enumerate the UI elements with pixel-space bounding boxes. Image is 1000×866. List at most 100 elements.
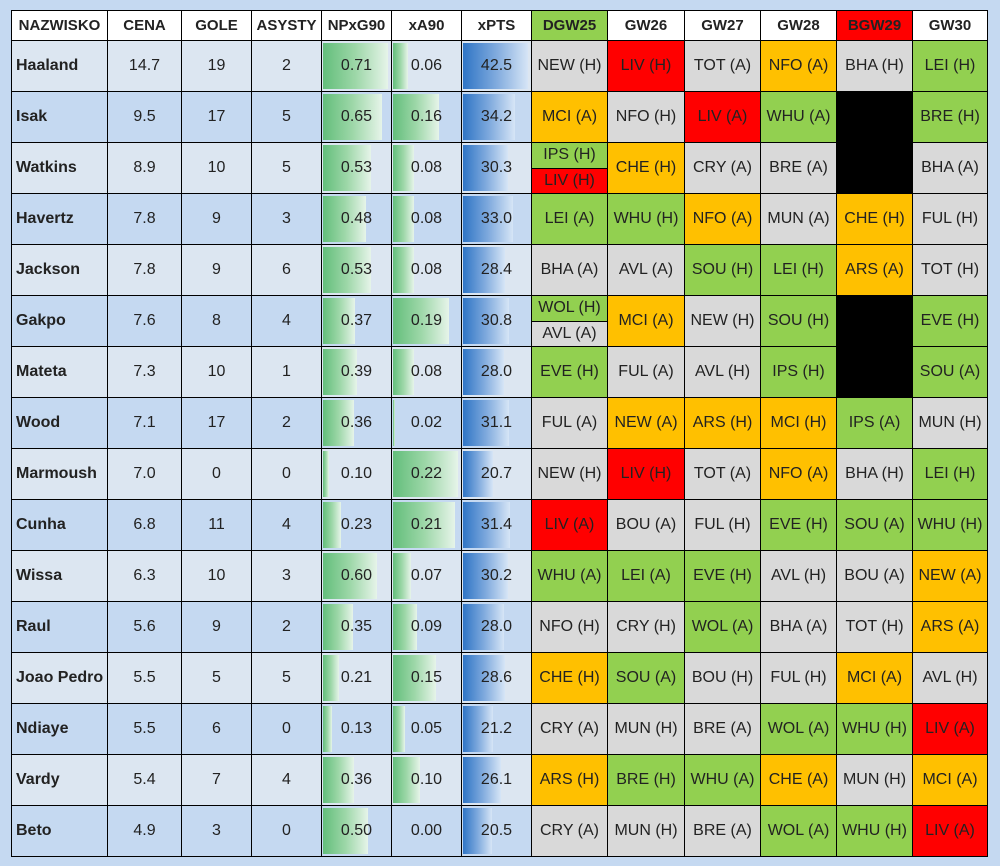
xpts-databar [463, 604, 505, 650]
xpts-value: 42.5 [480, 57, 513, 74]
fixture-label: CRY (A) [540, 822, 599, 839]
npxg90-cell: 0.53 [321, 142, 392, 194]
fixture-label: EVE (H) [920, 312, 980, 329]
fixture-label: LEI (A) [621, 567, 671, 584]
col-header-xpts: xPTS [461, 10, 532, 41]
fixture-label: BRE (A) [693, 720, 752, 737]
player-name: Joao Pedro [11, 652, 108, 704]
fixture-label: WHU (H) [842, 822, 907, 839]
npxg90-databar [323, 502, 342, 548]
npxg90-value: 0.65 [340, 108, 373, 125]
fixture-cell: LIV (H) [607, 40, 685, 92]
fixture-label: NFO (A) [768, 465, 829, 482]
fixture-cell: IPS (H) [760, 346, 837, 398]
fixture-label: MCI (H) [770, 414, 827, 431]
goals-cell: 10 [181, 142, 252, 194]
xpts-value: 28.0 [480, 618, 513, 635]
fixture-cell: LIV (A) [531, 499, 608, 551]
npxg90-databar [323, 757, 354, 803]
assists-cell: 4 [251, 295, 322, 347]
player-name: Vardy [11, 754, 108, 806]
fixture-cell: BRE (A) [760, 142, 837, 194]
goals-cell: 5 [181, 652, 252, 704]
fixture-cell: NFO (A) [684, 193, 761, 245]
fixture-cell: NFO (A) [760, 448, 837, 500]
xpts-value: 21.2 [480, 720, 513, 737]
fixture-label: BRE (A) [769, 159, 828, 176]
fixture-cell: BHA (A) [760, 601, 837, 653]
price-cell: 7.8 [107, 244, 182, 296]
fixture-label: AVL (A) [532, 321, 607, 346]
fixture-cell: NEW (A) [912, 550, 988, 602]
fixture-cell: WOL (A) [684, 601, 761, 653]
fixture-cell: SOU (A) [912, 346, 988, 398]
fixture-label: MUN (A) [767, 210, 830, 227]
fixture-label: BOU (A) [844, 567, 905, 584]
fixture-cell: TOT (H) [912, 244, 988, 296]
fixture-cell: WHU (H) [912, 499, 988, 551]
fixture-cell: FUL (A) [607, 346, 685, 398]
fixture-label: FUL (H) [770, 669, 827, 686]
fixture-label: SOU (H) [691, 261, 754, 278]
fixture-cell: NFO (H) [531, 601, 608, 653]
npxg90-value: 0.50 [340, 822, 373, 839]
assists-cell: 2 [251, 601, 322, 653]
fixture-label: WOL (A) [767, 720, 830, 737]
assists-cell: 1 [251, 346, 322, 398]
fixture-cell [836, 142, 913, 194]
fixture-cell: LEI (H) [760, 244, 837, 296]
fixture-label: NEW (H) [690, 312, 755, 329]
npxg90-value: 0.21 [340, 669, 373, 686]
player-name: Beto [11, 805, 108, 857]
fixture-label: LEI (A) [544, 210, 595, 227]
fixture-cell [836, 346, 913, 398]
xpts-value: 33.0 [480, 210, 513, 227]
fixture-label: LEI (H) [924, 57, 976, 74]
xpts-cell: 20.7 [461, 448, 532, 500]
player-name: Watkins [11, 142, 108, 194]
col-header-gole: GOLE [181, 10, 252, 41]
xpts-cell: 31.1 [461, 397, 532, 449]
npxg90-value: 0.23 [340, 516, 373, 533]
assists-cell: 6 [251, 244, 322, 296]
goals-cell: 9 [181, 244, 252, 296]
fixture-label: BHA (A) [540, 261, 599, 278]
fixture-label: LIV (A) [544, 516, 595, 533]
fixture-label: NFO (A) [692, 210, 753, 227]
fixture-cell: CRY (A) [531, 703, 608, 755]
col-header-xa90: xA90 [391, 10, 462, 41]
fixture-label: MCI (A) [541, 108, 598, 125]
fixture-cell: CRY (H) [607, 601, 685, 653]
fixture-cell: TOT (A) [684, 40, 761, 92]
xpts-value: 28.4 [480, 261, 513, 278]
col-header-asysty: ASYSTY [251, 10, 322, 41]
table-row: Wissa 6.3 10 3 0.60 0.07 30.2 WHU (A) LEI (A) EVE… [11, 550, 988, 602]
npxg90-cell: 0.36 [321, 397, 392, 449]
assists-cell: 0 [251, 805, 322, 857]
xpts-databar [463, 502, 510, 548]
goals-cell: 0 [181, 448, 252, 500]
fixture-cell: MUN (H) [607, 703, 685, 755]
fixture-label: LIV (A) [697, 108, 748, 125]
player-name: Jackson [11, 244, 108, 296]
fixture-label: LIV (H) [620, 57, 672, 74]
fixture-cell: IPS (H) LIV (H) [531, 142, 608, 194]
fixture-cell: BHA (A) [531, 244, 608, 296]
fixture-cell: MUN (A) [760, 193, 837, 245]
player-name: Wissa [11, 550, 108, 602]
fixture-label: MUN (H) [842, 771, 907, 788]
xpts-cell: 28.4 [461, 244, 532, 296]
fixture-label: IPS (H) [772, 363, 825, 380]
price-cell: 7.6 [107, 295, 182, 347]
fixture-cell: CHE (A) [760, 754, 837, 806]
npxg90-value: 0.71 [340, 57, 373, 74]
fixture-label: ARS (A) [845, 261, 904, 278]
fixture-cell: WHU (H) [607, 193, 685, 245]
npxg90-databar [323, 349, 357, 395]
fixture-cell: WHU (A) [760, 91, 837, 143]
assists-cell: 3 [251, 193, 322, 245]
fixture-label: WHU (H) [917, 516, 983, 533]
fixture-cell: ARS (H) [684, 397, 761, 449]
npxg90-databar [323, 808, 368, 854]
assists-cell: 0 [251, 703, 322, 755]
